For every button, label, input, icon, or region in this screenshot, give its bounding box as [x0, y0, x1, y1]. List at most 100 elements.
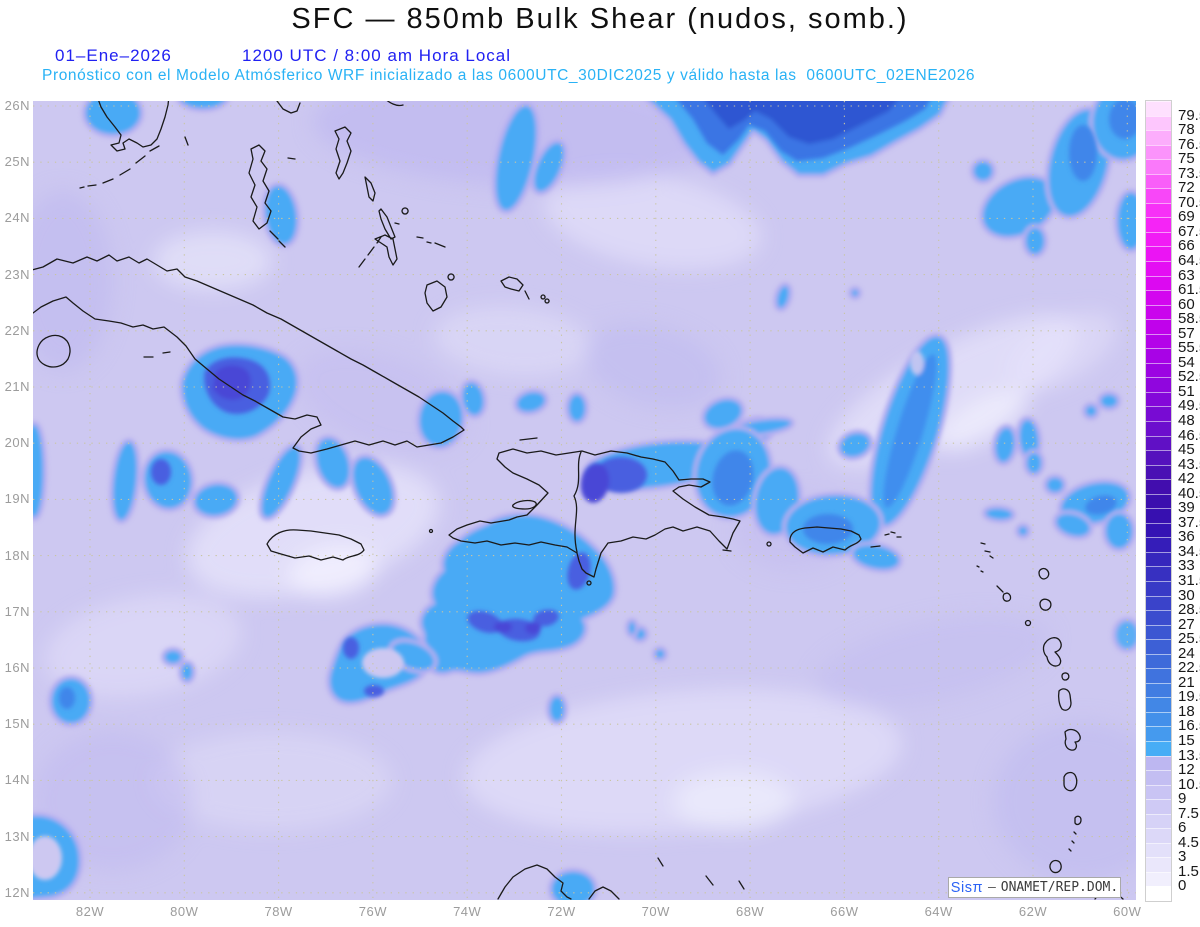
colorbar [1145, 100, 1172, 902]
colorbar-swatch [1146, 362, 1171, 378]
colorbar-label: 75 [1178, 150, 1195, 168]
colorbar-swatch [1146, 813, 1171, 829]
coastlines [33, 101, 1124, 900]
lat-axis-label: 26N [4, 98, 30, 113]
colorbar-label: 36 [1178, 528, 1195, 546]
colorbar-swatch [1146, 595, 1171, 611]
lon-axis-label: 66W [830, 904, 859, 919]
colorbar-swatch [1146, 668, 1171, 683]
coast-beata [586, 580, 592, 586]
colorbar-swatch [1146, 406, 1171, 421]
colorbar-swatch [1146, 711, 1171, 727]
colorbar-swatch [1146, 682, 1171, 698]
coast-st-lucia [1063, 771, 1078, 792]
colorbar-label: 7.5 [1178, 804, 1199, 822]
colorbar-label: 10.5 [1178, 775, 1200, 793]
colorbar-swatch [1146, 246, 1171, 261]
colorbar-swatch [1146, 377, 1171, 392]
colorbar-swatch [1146, 115, 1171, 131]
lon-axis-label: 64W [924, 904, 953, 919]
colorbar-label: 51 [1178, 382, 1195, 400]
source-label: ONAMET/REP.DOM. [1000, 880, 1119, 895]
colorbar-label: 31.5 [1178, 572, 1200, 589]
colorbar-label: 63 [1178, 266, 1195, 284]
lon-axis-label: 72W [547, 904, 576, 919]
colorbar-label: 1.5 [1178, 862, 1199, 880]
colorbar-swatch [1146, 551, 1171, 567]
colorbar-label: 61.5 [1178, 281, 1200, 299]
colorbar-label: 21 [1178, 673, 1195, 691]
colorbar-label: 40.5 [1178, 484, 1200, 502]
colorbar-label: 33 [1178, 557, 1195, 575]
lat-axis-label: 25N [4, 154, 30, 170]
lat-axis-label: 13N [4, 828, 30, 844]
coast-guajira [497, 864, 620, 900]
colorbar-label: 78 [1178, 121, 1195, 139]
coast-dominica [1057, 688, 1072, 711]
colorbar-swatch [1146, 784, 1171, 800]
colorbar-label: 34.5 [1178, 542, 1200, 560]
lon-axis-label: 70W [641, 904, 670, 919]
colorbar-label: 30 [1178, 586, 1195, 604]
lon-axis-label: 74W [453, 904, 482, 919]
colorbar-swatch [1146, 304, 1171, 320]
colorbar-label: 49.5 [1178, 397, 1200, 415]
attribution-dash: — [987, 880, 996, 895]
lat-axis-label: 12N [4, 884, 30, 900]
colorbar-label: 16.5 [1178, 717, 1200, 735]
lon-axis-label: 60W [1113, 904, 1142, 919]
colorbar-label: 72 [1178, 179, 1195, 197]
colorbar-label: 76.5 [1178, 135, 1200, 153]
forecast-date-label: 01–Ene–2026 [55, 46, 172, 65]
coast-vieques [870, 545, 881, 548]
colorbar-swatch [1146, 290, 1171, 305]
colorbar-swatch [1146, 871, 1171, 887]
lat-axis-label: 19N [4, 491, 30, 507]
colorbar-label: 4.5 [1178, 833, 1199, 851]
coast-florida [98, 101, 170, 152]
colorbar-swatch [1146, 770, 1171, 785]
model-init-label: Pronóstico con el Modelo Atmósferico WRF… [42, 67, 976, 84]
lat-axis-label: 15N [4, 716, 30, 732]
coast-cayman [143, 351, 171, 358]
colorbar-label: 57 [1178, 324, 1195, 342]
colorbar-label: 22.5 [1178, 659, 1200, 677]
colorbar-swatch [1146, 101, 1171, 116]
colorbar-label: 70.5 [1178, 193, 1200, 211]
lat-axis-label: 17N [4, 603, 30, 619]
colorbar-swatch [1146, 188, 1171, 203]
coast-jamaica [266, 529, 365, 561]
coast-grenada [1049, 859, 1062, 874]
shear-field-high-blobs [33, 101, 1136, 900]
coast-tortuga [519, 437, 538, 441]
colorbar-swatch [1146, 537, 1171, 552]
lat-axis-label: 22N [4, 322, 30, 338]
colorbar-swatch [1146, 479, 1171, 494]
coast-hispaniola [448, 448, 741, 578]
colorbar-swatch [1146, 464, 1171, 480]
colorbar-swatch [1146, 348, 1171, 363]
border-haiti-dr [573, 451, 582, 553]
coast-mona [766, 541, 772, 547]
colorbar-label: 79.5 [1178, 106, 1200, 124]
colorbar-swatch [1146, 828, 1171, 843]
colorbar-label: 64.5 [1178, 252, 1200, 269]
colorbar-label: 3 [1178, 848, 1187, 866]
colorbar-swatch [1146, 319, 1171, 334]
coast-virgin-islands [884, 531, 902, 538]
coast-aruba [657, 857, 664, 867]
coast-st-vincent-grenadines [1068, 815, 1082, 852]
colorbar-swatch [1146, 508, 1171, 523]
forecast-time-label: 1200 UTC / 8:00 am Hora Local [242, 46, 512, 65]
colorbar-swatch [1146, 144, 1171, 160]
colorbar-label: 42 [1178, 470, 1195, 488]
colorbar-label: 45 [1178, 441, 1195, 459]
coast-florida-keys [79, 145, 160, 189]
colorbar-label: 67.5 [1178, 222, 1200, 240]
colorbar-swatch [1146, 624, 1171, 640]
lon-axis-label: 78W [264, 904, 293, 919]
lon-axis-label: 80W [170, 904, 199, 919]
colorbar-label: 18 [1178, 702, 1195, 720]
colorbar-swatch [1146, 653, 1171, 669]
map-area [33, 101, 1136, 900]
